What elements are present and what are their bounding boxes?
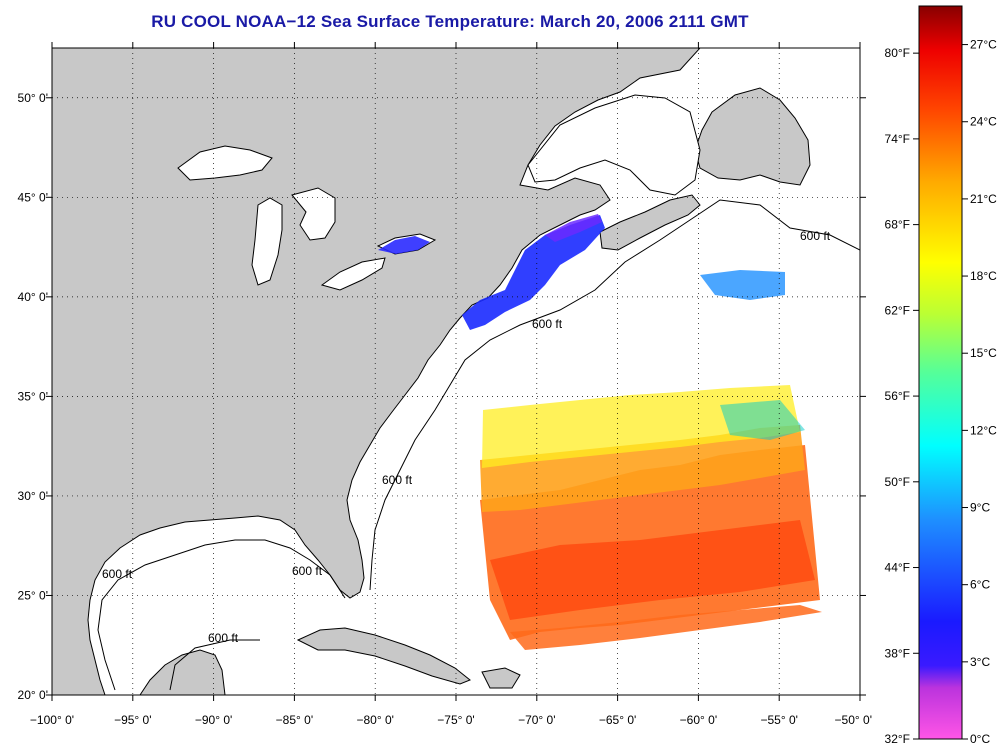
sst-south-swath-edge [510,605,822,650]
colorbar-fahrenheit-label: 44°F [885,561,910,575]
longitude-tick-label: −95° 0' [114,713,151,727]
colorbar-celsius-label: 3°C [970,655,990,669]
longitude-tick-label: −75° 0' [437,713,474,727]
latitude-axis: 20° 0' 25° 0' 30° 0' 35° 0' 40° 0' 45° 0' 50° … [18,91,866,702]
colorbar-celsius-label: 15°C [970,346,997,360]
latitude-tick-label: 25° 0' [18,588,48,602]
lake-michigan [251,197,283,286]
longitude-tick-label: −50° 0' [835,713,872,727]
longitude-tick-label: −65° 0' [599,713,636,727]
colorbar-fahrenheit-label: 74°F [885,132,910,146]
isobath-label: 600 ft [102,567,133,581]
longitude-axis: −100° 0' −95° 0' −90° 0' −85° 0' −80° 0' −75°… [30,42,872,727]
colorbar-celsius-label: 12°C [970,423,997,437]
map-title: RU COOL NOAA−12 Sea Surface Temperature:… [151,12,749,31]
sst-gulf-stream-wall [490,520,815,620]
isobath-label: 600 ft [532,317,563,331]
latitude-tick-label: 50° 0' [18,91,48,105]
longitude-tick-label: −80° 0' [356,713,393,727]
sst-cold-shelf [462,215,605,330]
longitude-tick-label: −90° 0' [195,713,232,727]
colorbar [918,5,963,740]
colorbar-fahrenheit-scale: 80°F 74°F 68°F 62°F 56°F 50°F 44°F 38°F 32°F [885,46,919,746]
latitude-tick-label: 35° 0' [18,389,48,403]
nova-scotia-land [599,194,701,251]
latitude-tick-label: 20° 0' [18,688,48,702]
longitude-tick-label: −85° 0' [276,713,313,727]
yucatan-land [139,649,226,695]
colorbar-celsius-label: 27°C [970,38,997,52]
colorbar-fahrenheit-label: 38°F [885,646,910,660]
sst-cold-patch [545,214,602,242]
isobath-gulf-inner [169,639,260,691]
isobath-label: 600 ft [208,631,239,645]
colorbar-fahrenheit-label: 50°F [885,475,910,489]
colorbar-celsius-label: 9°C [970,501,990,515]
land-layer [52,48,811,695]
longitude-tick-label: −60° 0' [680,713,717,727]
isobath-atlantic [369,199,860,591]
colorbar-fahrenheit-label: 80°F [885,46,910,60]
longitude-tick-label: −70° 0' [518,713,555,727]
colorbar-celsius-label: 0°C [970,732,990,746]
isobath-contours [97,199,860,691]
gulf-st-lawrence [527,94,701,196]
cuba-land [296,627,471,685]
sst-cool-offshore [700,270,785,300]
sst-swath-orange [480,425,805,512]
colorbar-fahrenheit-label: 56°F [885,389,910,403]
sst-lake-patch [378,236,430,254]
colorbar-celsius-label: 6°C [970,578,990,592]
isobath-label: 600 ft [382,473,413,487]
north-america-land [52,48,701,695]
lake-superior [177,145,273,181]
colorbar-celsius-label: 24°C [970,115,997,129]
lake-erie [320,257,386,291]
isobath-label: 600 ft [800,229,831,243]
isobath-label: 600 ft [292,564,323,578]
latitude-tick-label: 40° 0' [18,290,48,304]
colorbar-celsius-scale: 27°C 24°C 21°C 18°C 15°C 12°C 9°C 6°C 3°C 0°C [962,38,997,746]
longitude-tick-label: −100° 0' [30,713,74,727]
colorbar-celsius-label: 18°C [970,269,997,283]
colorbar-fahrenheit-label: 32°F [885,732,910,746]
latitude-tick-label: 30° 0' [18,489,48,503]
sst-overlay [378,214,822,650]
sst-cool-south [720,400,805,440]
colorbar-fahrenheit-label: 68°F [885,218,910,232]
isobath-gulf [97,539,346,691]
colorbar-celsius-label: 21°C [970,192,997,206]
colorbar-fahrenheit-label: 62°F [885,303,910,317]
latitude-tick-label: 45° 0' [18,190,48,204]
hispaniola-land [481,667,521,689]
longitude-tick-label: −55° 0' [760,713,797,727]
lake-huron [291,187,336,241]
